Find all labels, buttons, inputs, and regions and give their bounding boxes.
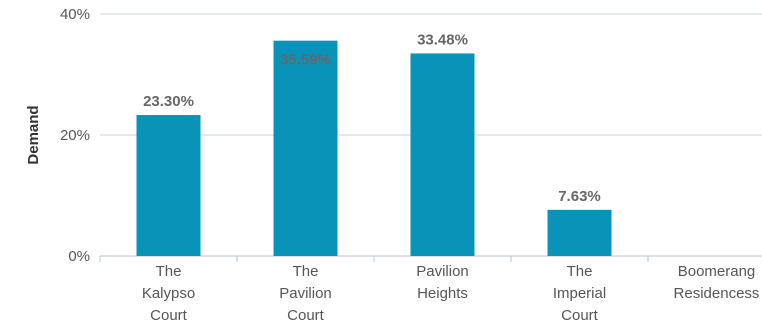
y-tick-label: 0% — [68, 248, 90, 265]
data-label: 23.30% — [143, 93, 194, 110]
category-labels: The Kalypso Court The Pavilion Court Pavilion H… — [142, 263, 760, 324]
category-label: Pavilion Heights — [416, 263, 469, 302]
bar — [136, 115, 201, 256]
bar — [273, 40, 338, 257]
data-label: 7.63% — [558, 188, 601, 205]
bar — [410, 53, 475, 256]
y-tick-label: 40% — [60, 6, 90, 23]
ticks-layer: 0% 20% 40% — [60, 6, 90, 265]
y-axis-title: Demand — [25, 105, 42, 164]
labels-layer: 23.30% 35.59% 33.48% 7.63% — [143, 31, 601, 204]
category-label: The Pavilion Court — [279, 263, 332, 324]
category-label: The Imperial Court — [553, 263, 606, 324]
data-label: 33.48% — [417, 31, 468, 48]
bar — [547, 209, 612, 256]
data-label: 35.59% — [280, 52, 331, 69]
category-label: The Kalypso Court — [142, 263, 195, 324]
bars-layer — [136, 40, 612, 257]
category-label: Boomerang Residencess — [674, 263, 760, 302]
y-tick-label: 20% — [60, 127, 90, 144]
